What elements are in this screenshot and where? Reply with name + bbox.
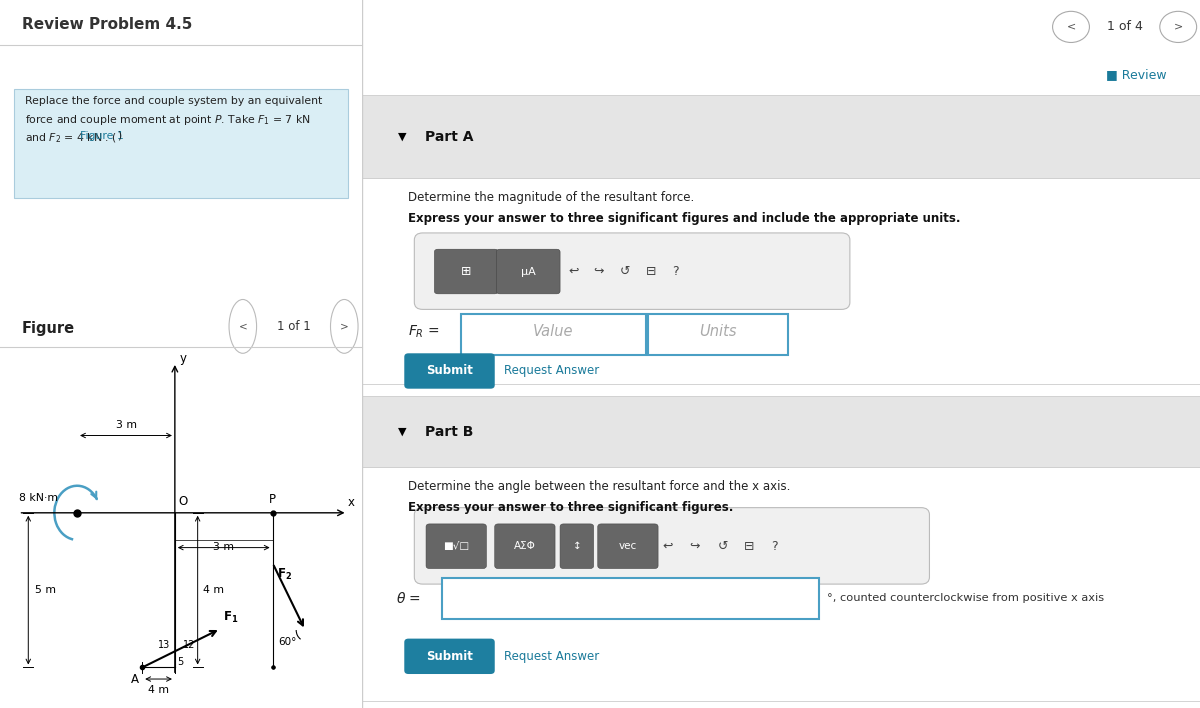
FancyBboxPatch shape [404, 639, 494, 674]
FancyBboxPatch shape [494, 524, 556, 569]
Text: $F_R$ =: $F_R$ = [408, 323, 440, 340]
Text: ?: ? [672, 265, 679, 278]
Text: °, counted counterclockwise from positive x axis: °, counted counterclockwise from positiv… [827, 593, 1104, 603]
Text: <: < [1067, 22, 1075, 32]
FancyBboxPatch shape [560, 524, 594, 569]
Text: 4 m: 4 m [148, 685, 169, 695]
Text: $\theta$ =: $\theta$ = [396, 590, 421, 606]
Circle shape [229, 299, 257, 353]
Text: x: x [347, 496, 354, 509]
Text: 8 kN·m: 8 kN·m [18, 493, 58, 503]
FancyBboxPatch shape [362, 178, 1200, 384]
Text: $\mathbf{F_1}$: $\mathbf{F_1}$ [223, 610, 239, 625]
Text: $\mathbf{F_2}$: $\mathbf{F_2}$ [277, 567, 293, 582]
Text: >: > [1174, 22, 1183, 32]
FancyBboxPatch shape [404, 353, 494, 389]
Text: Determine the magnitude of the resultant force.: Determine the magnitude of the resultant… [408, 191, 695, 204]
Text: ■ Review: ■ Review [1106, 68, 1166, 81]
Text: Figure 1: Figure 1 [80, 131, 125, 141]
Text: Determine the angle between the resultant force and the x axis.: Determine the angle between the resultan… [408, 480, 791, 493]
Text: >: > [340, 321, 349, 331]
Text: ↺: ↺ [620, 265, 631, 278]
Text: Request Answer: Request Answer [504, 650, 599, 663]
Text: Figure: Figure [22, 321, 74, 336]
Text: ▼: ▼ [398, 132, 407, 142]
Text: 5: 5 [178, 656, 184, 667]
Text: <: < [239, 321, 247, 331]
Circle shape [1159, 11, 1196, 42]
Text: ↪: ↪ [690, 539, 700, 553]
FancyBboxPatch shape [362, 467, 1200, 701]
FancyBboxPatch shape [497, 249, 560, 294]
Text: 60°: 60° [278, 637, 296, 647]
FancyBboxPatch shape [442, 578, 818, 619]
Text: ↕: ↕ [572, 541, 581, 552]
Text: y: y [180, 352, 187, 365]
Text: Replace the force and couple system by an equivalent: Replace the force and couple system by a… [25, 96, 323, 105]
Text: vec: vec [619, 541, 637, 552]
FancyBboxPatch shape [414, 508, 930, 584]
Text: ■√□: ■√□ [443, 541, 469, 552]
Text: Request Answer: Request Answer [504, 365, 599, 377]
Text: ⊟: ⊟ [744, 539, 755, 553]
Text: ▼: ▼ [398, 427, 407, 437]
Text: Submit: Submit [426, 365, 473, 377]
Text: ↪: ↪ [593, 265, 604, 278]
Text: μA: μA [521, 266, 535, 277]
Text: 3 m: 3 m [115, 420, 137, 430]
Text: ↩: ↩ [569, 265, 578, 278]
FancyBboxPatch shape [648, 314, 788, 355]
Text: Express your answer to three significant figures and include the appropriate uni: Express your answer to three significant… [408, 212, 961, 225]
Text: and $F_2$ = 4 kN . (: and $F_2$ = 4 kN . ( [25, 131, 118, 144]
FancyBboxPatch shape [598, 524, 658, 569]
Text: 4 m: 4 m [203, 585, 223, 595]
Text: 5 m: 5 m [35, 585, 56, 595]
Text: 1 of 4: 1 of 4 [1106, 21, 1142, 33]
Text: Value: Value [533, 324, 574, 339]
FancyBboxPatch shape [14, 88, 348, 198]
FancyBboxPatch shape [414, 233, 850, 309]
Text: ): ) [116, 131, 121, 141]
Text: Express your answer to three significant figures.: Express your answer to three significant… [408, 501, 734, 514]
Text: Review Problem 4.5: Review Problem 4.5 [22, 16, 192, 32]
Text: Units: Units [700, 324, 737, 339]
Text: O: O [179, 495, 188, 508]
Text: force and couple moment at point $P$. Take $F_1$ = 7 kN: force and couple moment at point $P$. Ta… [25, 113, 311, 127]
FancyBboxPatch shape [426, 524, 486, 569]
Text: 12: 12 [182, 640, 196, 650]
Text: 13: 13 [157, 640, 170, 650]
Text: ⊞: ⊞ [461, 265, 472, 278]
Text: Part B: Part B [425, 425, 474, 439]
Text: P: P [269, 493, 276, 506]
Text: ↩: ↩ [662, 539, 673, 553]
Text: 3 m: 3 m [214, 542, 234, 552]
Text: ΑΣΦ: ΑΣΦ [514, 541, 536, 552]
FancyBboxPatch shape [362, 95, 1200, 178]
Circle shape [1052, 11, 1090, 42]
Text: ↺: ↺ [718, 539, 728, 553]
Circle shape [330, 299, 358, 353]
FancyBboxPatch shape [362, 396, 1200, 467]
FancyBboxPatch shape [461, 314, 646, 355]
Text: ⊟: ⊟ [646, 265, 656, 278]
Text: 1 of 1: 1 of 1 [277, 320, 311, 333]
Text: Submit: Submit [426, 650, 473, 663]
FancyBboxPatch shape [434, 249, 498, 294]
Text: ?: ? [772, 539, 778, 553]
Text: Part A: Part A [425, 130, 474, 144]
Text: A: A [131, 673, 139, 686]
